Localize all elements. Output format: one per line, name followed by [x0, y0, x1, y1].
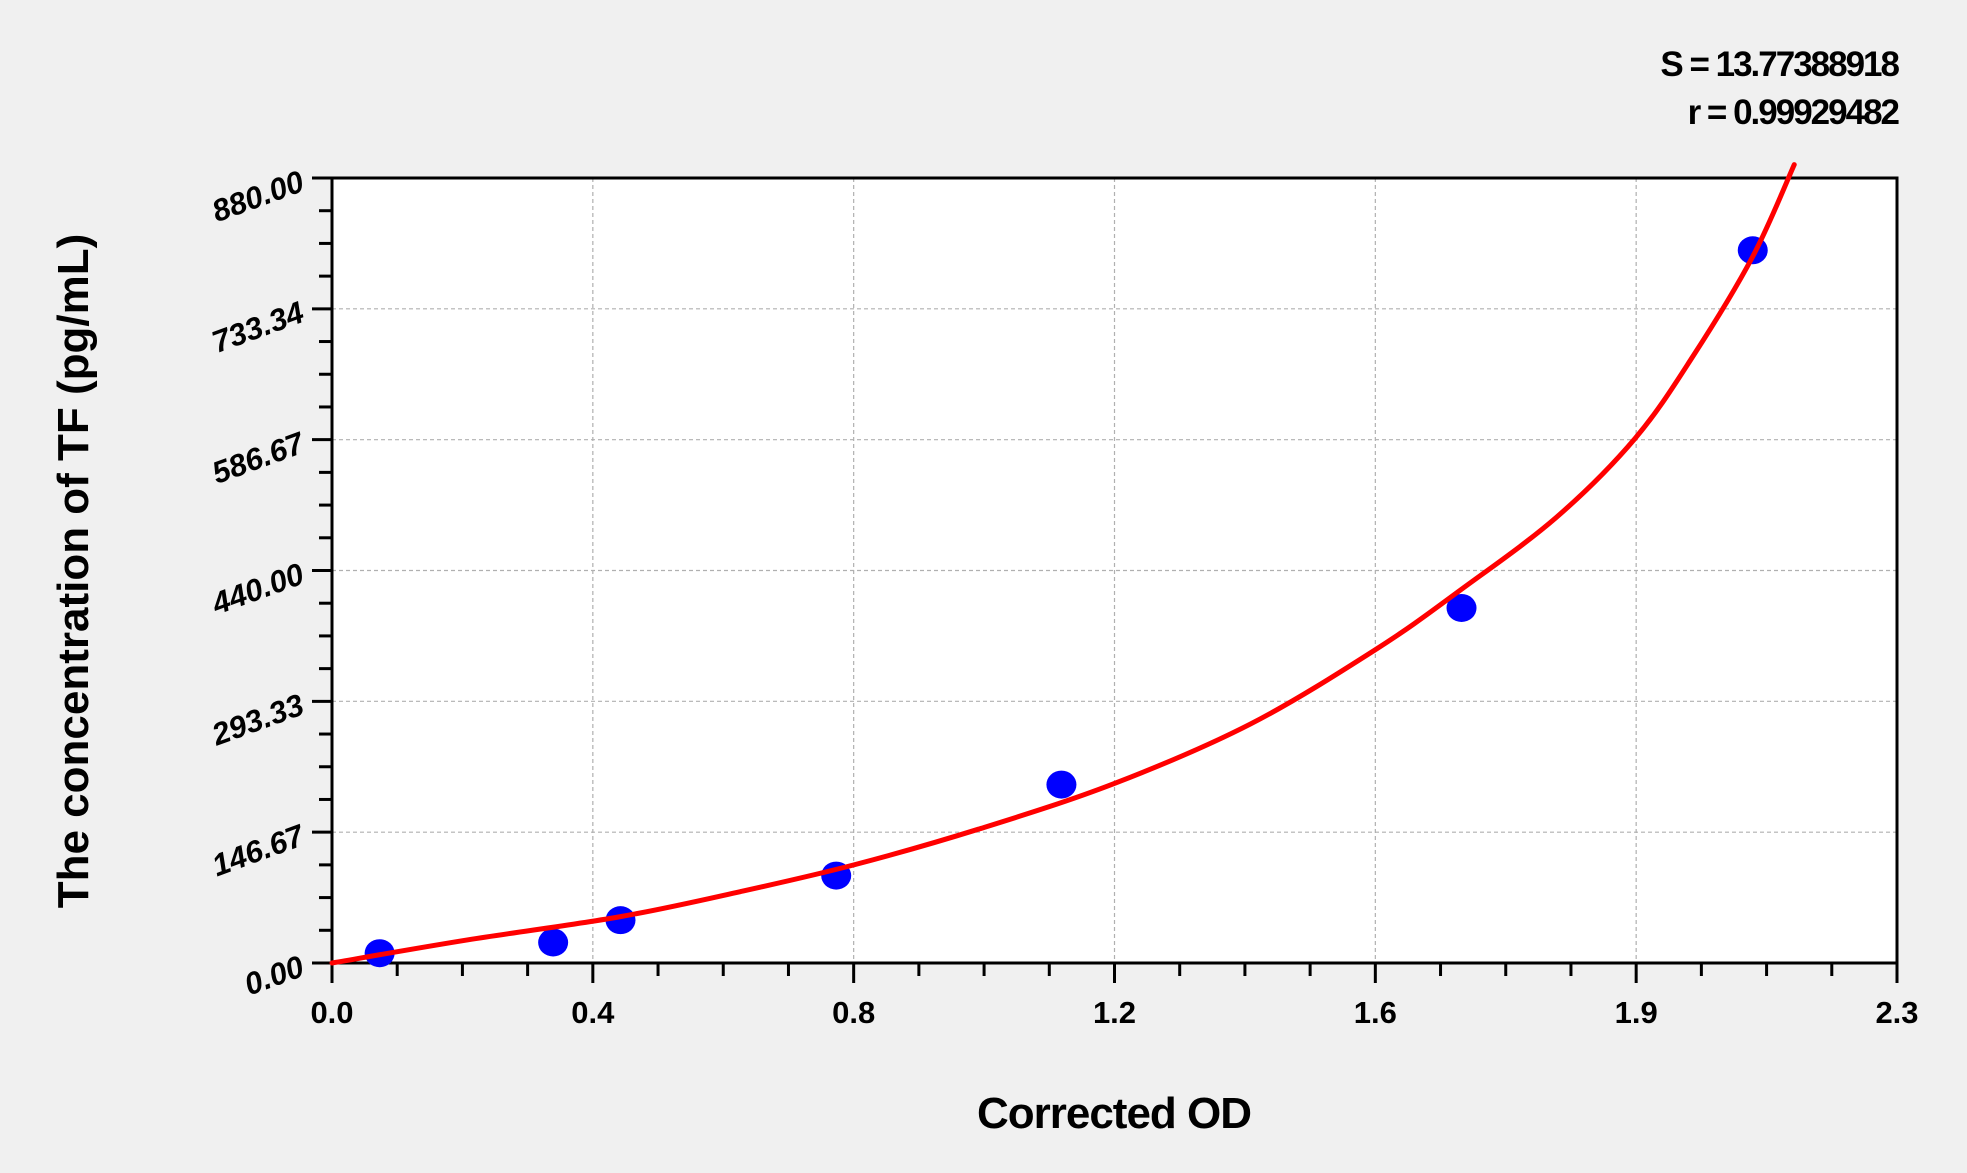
y-tick-label: 440.00	[206, 556, 308, 622]
data-point	[1446, 593, 1477, 622]
x-tick-label: 1.9	[1615, 995, 1658, 1030]
y-tick-label: 586.67	[207, 425, 310, 491]
x-tick-label: 1.6	[1354, 995, 1397, 1030]
y-tick-label: 293.33	[206, 687, 308, 753]
x-tick-label: 0.4	[571, 995, 615, 1030]
y-tick-label: 0.00	[240, 949, 309, 1003]
x-tick-label: 0.0	[310, 995, 353, 1030]
x-tick-labels: 0.0 0.4 0.8 1.2 1.6 1.9 2.3	[310, 995, 1918, 1030]
y-tick-label: 733.34	[207, 295, 308, 360]
x-axis-label: Corrected OD	[977, 1089, 1251, 1138]
y-tick-label: 146.67	[207, 817, 310, 883]
plot-frame	[330, 176, 1899, 965]
data-point	[538, 928, 569, 957]
x-tick-label: 1.2	[1093, 995, 1136, 1030]
annotation-r: r = 0.99929482	[1688, 93, 1900, 132]
data-point	[1046, 770, 1077, 799]
x-tick-label: 0.8	[832, 995, 875, 1030]
y-tick-labels: 0.00 146.67 293.33 440.00 586.67 733.34 880.00	[206, 164, 310, 1003]
fit-curve	[329, 162, 1797, 966]
x-tick-label: 2.3	[1875, 995, 1918, 1030]
y-axis-label: The concentration of TF (pg/mL)	[49, 234, 98, 909]
y-tick-label: 880.00	[207, 164, 308, 229]
axis-ticks	[312, 176, 1899, 983]
annotation-s: S = 13.77388918	[1660, 45, 1899, 84]
